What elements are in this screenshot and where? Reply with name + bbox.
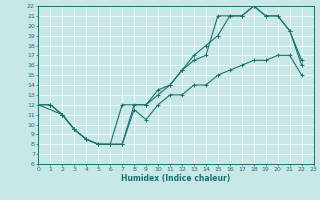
X-axis label: Humidex (Indice chaleur): Humidex (Indice chaleur) <box>121 174 231 183</box>
